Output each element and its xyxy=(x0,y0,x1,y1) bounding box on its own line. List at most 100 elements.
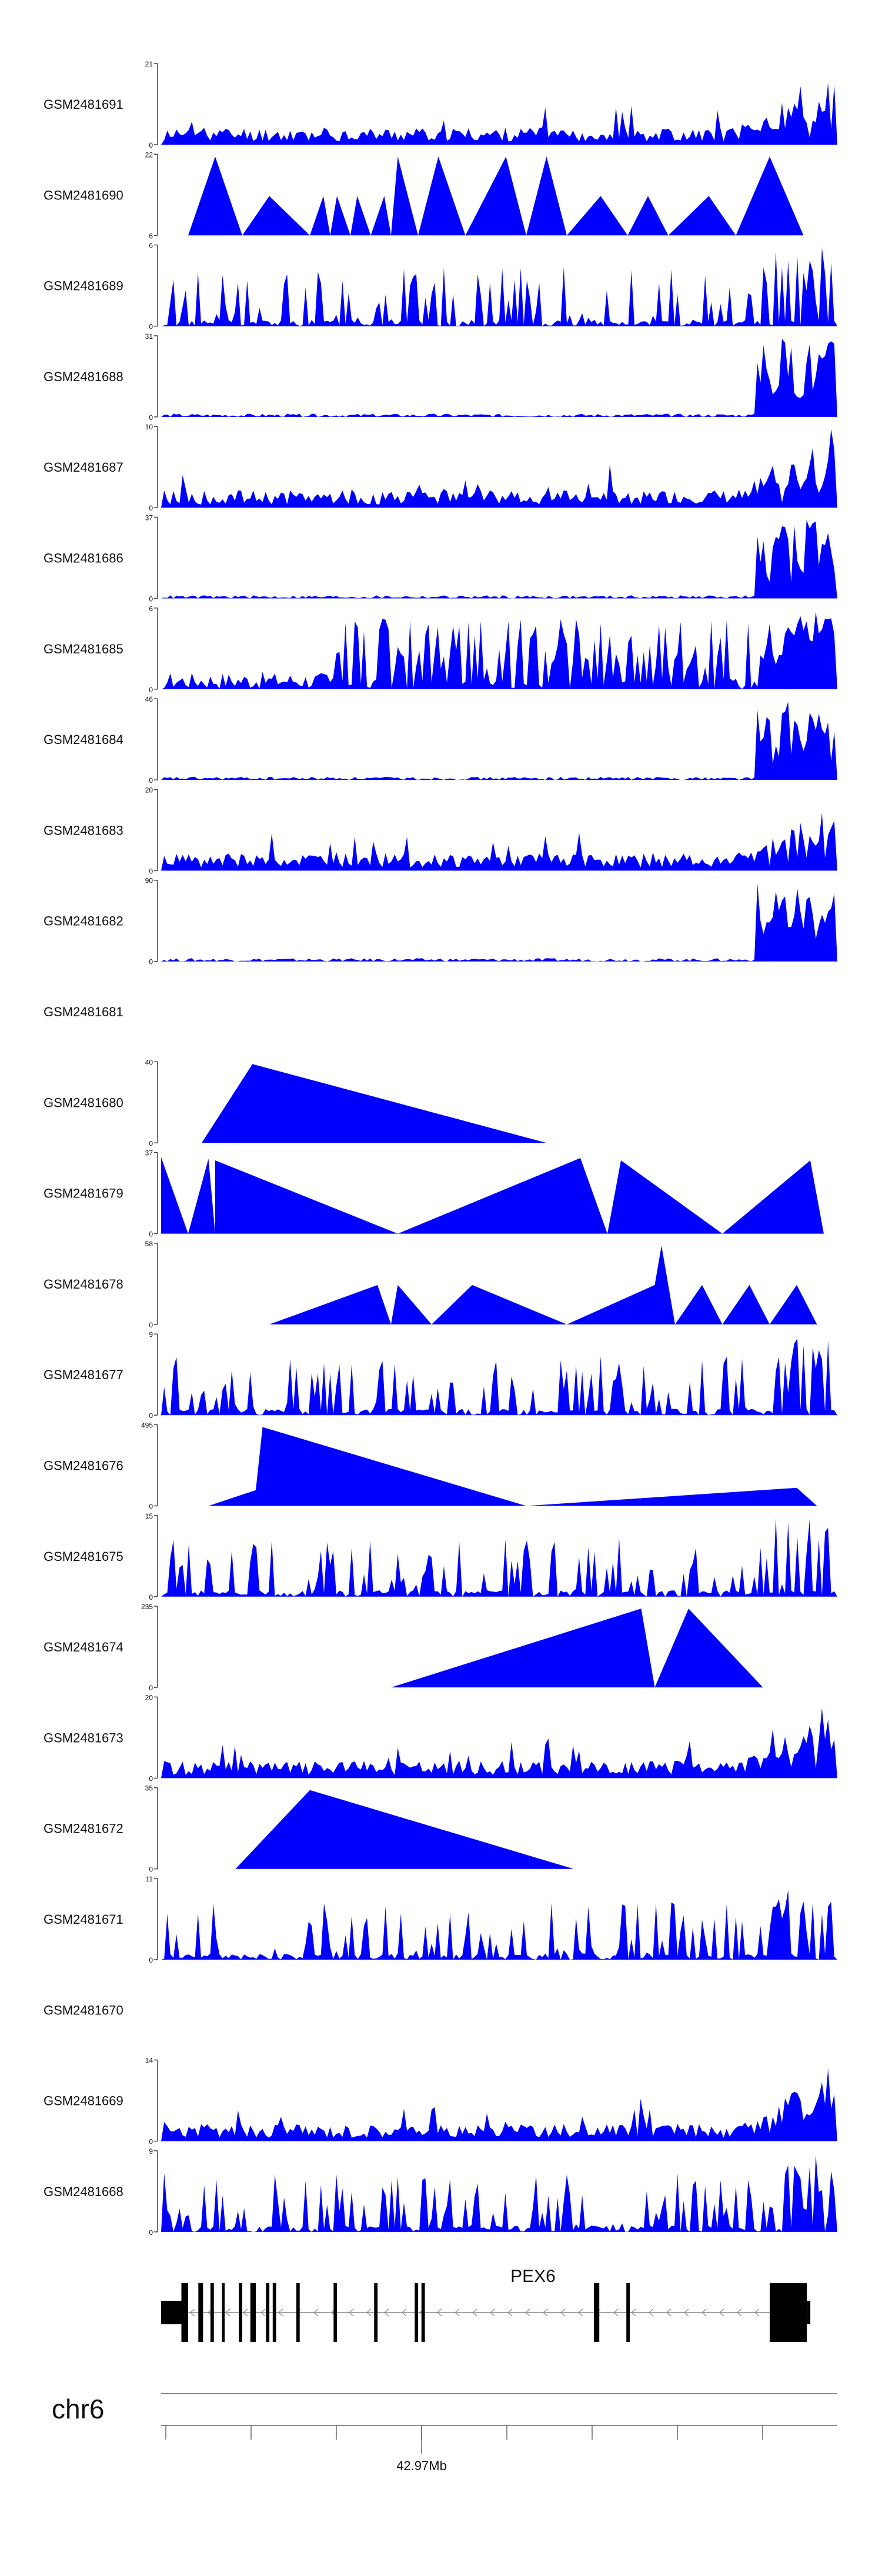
coverage-area xyxy=(235,1790,574,1869)
strand-arrow xyxy=(366,2308,372,2317)
y-max-label: 9 xyxy=(149,1330,153,1339)
y-max-label: 40 xyxy=(145,1058,153,1066)
y-zero-label: 0 xyxy=(149,867,153,875)
coverage-area xyxy=(161,1708,837,1778)
y-max-label: 35 xyxy=(145,1784,153,1793)
y-zero-label: 0 xyxy=(149,1774,153,1783)
track-GSM2481674: GSM2481674 235 0 xyxy=(44,1603,763,1692)
track-label: GSM2481681 xyxy=(44,1005,123,1019)
gene-name-label: PEX6 xyxy=(510,2267,556,2286)
exon xyxy=(807,2301,811,2324)
track-GSM2481691: GSM2481691 21 0 xyxy=(44,60,837,149)
track-GSM2481669: GSM2481669 14 0 xyxy=(44,2057,837,2146)
strand-arrow xyxy=(525,2308,530,2317)
strand-arrow xyxy=(737,2308,742,2317)
chromosome-label: chr6 xyxy=(52,2394,104,2424)
y-zero-label: 0 xyxy=(149,413,153,422)
y-max-label: 9 xyxy=(149,2147,153,2155)
y-max-label: 20 xyxy=(145,1693,153,1701)
strand-arrow xyxy=(701,2308,707,2317)
track-label: GSM2481673 xyxy=(44,1730,123,1745)
track-GSM2481670: GSM2481670 xyxy=(44,2003,123,2017)
track-label: GSM2481682 xyxy=(44,914,123,929)
strand-arrow xyxy=(631,2308,636,2317)
y-max-label: 6 xyxy=(149,242,153,250)
track-GSM2481675: GSM2481675 15 0 xyxy=(44,1512,837,1601)
strand-arrow xyxy=(260,2308,266,2317)
y-max-label: 31 xyxy=(145,332,153,341)
y-zero-label: 0 xyxy=(149,595,153,603)
track-GSM2481681: GSM2481681 xyxy=(44,1005,123,1019)
coverage-area xyxy=(161,813,837,871)
track-label: GSM2481678 xyxy=(44,1277,123,1292)
track-GSM2481672: GSM2481672 35 0 xyxy=(44,1784,574,1874)
track-label: GSM2481675 xyxy=(44,1549,123,1564)
y-zero-label: 0 xyxy=(149,1230,153,1239)
y-zero-label: 0 xyxy=(149,323,153,331)
y-max-label: 21 xyxy=(145,60,153,68)
exon xyxy=(374,2283,378,2342)
track-GSM2481680: GSM2481680 40 0 xyxy=(44,1058,547,1147)
strand-arrow xyxy=(754,2308,760,2317)
track-GSM2481686: GSM2481686 37 0 xyxy=(44,514,837,603)
track-label: GSM2481680 xyxy=(44,1095,123,1110)
track-label: GSM2481689 xyxy=(44,279,123,293)
coverage-area xyxy=(208,1427,817,1506)
track-label: GSM2481668 xyxy=(44,2184,123,2199)
y-max-label: 15 xyxy=(145,1512,153,1520)
coverage-area xyxy=(161,1339,837,1416)
gene-model-PEX6: PEX6 xyxy=(161,2267,811,2342)
exon xyxy=(296,2283,300,2342)
y-zero-label: 0 xyxy=(149,958,153,966)
y-max-label: 58 xyxy=(145,1240,153,1248)
track-GSM2481668: GSM2481668 9 0 xyxy=(44,2147,837,2237)
genome-axis: chr6 42.97Mb xyxy=(52,2393,837,2473)
coverage-area xyxy=(161,339,837,417)
y-max-label: 11 xyxy=(146,1875,153,1883)
track-label: GSM2481688 xyxy=(44,369,123,384)
y-zero-label: 0 xyxy=(149,1503,153,1511)
track-GSM2481689: GSM2481689 6 0 xyxy=(44,242,837,331)
track-label: GSM2481676 xyxy=(44,1459,123,1473)
track-label: GSM2481686 xyxy=(44,551,123,566)
strand-arrow xyxy=(719,2308,724,2317)
coverage-area xyxy=(161,702,837,780)
y-zero-label: 0 xyxy=(149,1139,153,1147)
coverage-area xyxy=(188,156,804,236)
y-max-label: 10 xyxy=(145,423,153,431)
track-GSM2481683: GSM2481683 20 0 xyxy=(44,786,837,875)
y-zero-label: 0 xyxy=(149,1593,153,1601)
coverage-area xyxy=(202,1064,547,1143)
track-label: GSM2481685 xyxy=(44,642,123,656)
strand-arrow xyxy=(490,2308,495,2317)
track-label: GSM2481691 xyxy=(44,97,123,112)
exon xyxy=(198,2283,203,2342)
coverage-area xyxy=(161,248,837,326)
track-label: GSM2481690 xyxy=(44,188,123,202)
exon xyxy=(239,2283,242,2342)
exon xyxy=(770,2283,807,2342)
track-GSM2481690: GSM2481690 22 6 xyxy=(44,151,804,240)
strand-arrow xyxy=(437,2308,442,2317)
coverage-area xyxy=(161,429,837,508)
exon xyxy=(594,2283,600,2342)
y-max-label: 495 xyxy=(141,1422,153,1430)
exon xyxy=(272,2283,276,2342)
strand-arrow xyxy=(384,2308,389,2317)
strand-arrow xyxy=(225,2308,230,2317)
y-max-label: 46 xyxy=(145,695,153,703)
coverage-area xyxy=(161,883,837,962)
y-zero-label: 0 xyxy=(149,686,153,694)
strand-arrow xyxy=(543,2308,548,2317)
strand-arrow xyxy=(190,2308,195,2317)
coverage-area xyxy=(161,2068,837,2141)
strand-arrow xyxy=(649,2308,654,2317)
y-zero-label: 0 xyxy=(149,1684,153,1692)
exon xyxy=(421,2283,425,2342)
y-zero-label: 0 xyxy=(149,1412,153,1420)
strand-arrow xyxy=(349,2308,354,2317)
strand-arrow xyxy=(313,2308,319,2317)
exon xyxy=(222,2283,225,2342)
track-GSM2481684: GSM2481684 46 0 xyxy=(44,695,837,785)
strand-arrow xyxy=(578,2308,583,2317)
